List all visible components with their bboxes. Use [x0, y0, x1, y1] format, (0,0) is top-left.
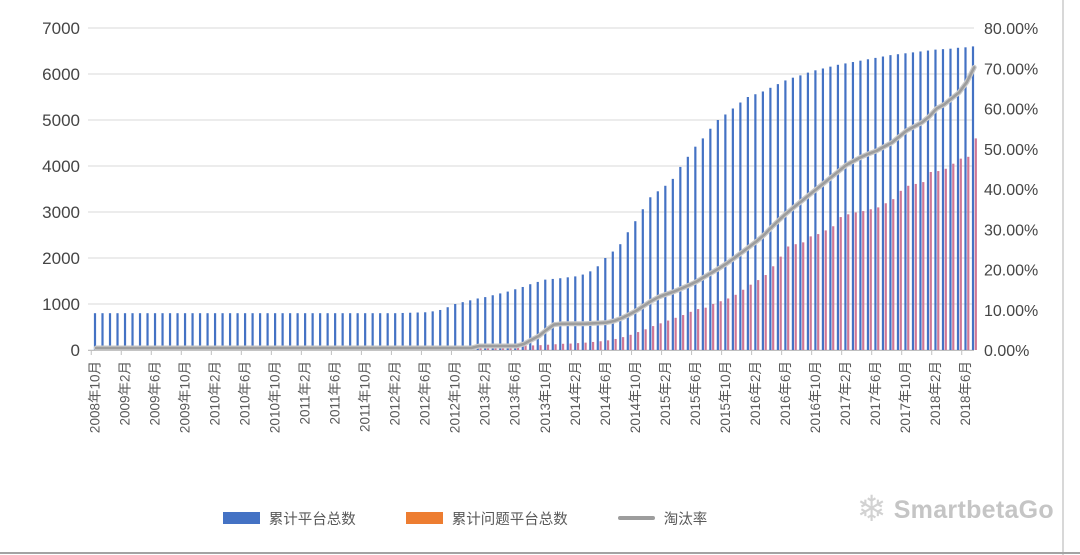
- legend-swatch-elimination-rate: [617, 516, 655, 520]
- x-axis-tick-label: 2014年2月: [568, 361, 583, 426]
- left-axis-tick-label: 1000: [42, 295, 80, 314]
- legend-label-platform-total: 累计平台总数: [268, 511, 356, 528]
- legend-label-problem-total: 累计问题平台总数: [451, 511, 568, 528]
- watermark-text: SmartbetaGo: [893, 495, 1054, 524]
- bars-problem-total: [411, 138, 977, 350]
- legend-item-problem-total: 累计问题平台总数: [405, 508, 568, 529]
- x-axis-tick-label: 2011年10月: [358, 361, 373, 432]
- gridlines: [88, 27, 974, 351]
- x-axis-tick-label: 2017年2月: [838, 361, 853, 426]
- right-axis-tick-label: 40.00%: [984, 182, 1038, 199]
- bars-platform-total: [93, 46, 975, 351]
- x-axis-ticks: [90, 350, 963, 355]
- watermark: ❄ SmartbetaGo: [857, 492, 1054, 528]
- left-axis-tick-label: 4000: [42, 157, 80, 176]
- right-axis-tick-label: 10.00%: [984, 303, 1038, 320]
- x-axis-tick-label: 2014年6月: [598, 361, 613, 426]
- legend-item-platform-total: 累计平台总数: [222, 508, 356, 529]
- x-axis-tick-label: 2016年2月: [748, 361, 763, 426]
- x-axis-tick-label: 2015年2月: [658, 361, 673, 426]
- legend-swatch-problem-total: [405, 512, 443, 524]
- line-elimination-rate: [93, 64, 977, 351]
- x-axis-tick-label: 2013年2月: [478, 361, 493, 426]
- x-axis-tick-label: 2010年2月: [208, 361, 223, 426]
- x-axis-tick-label: 2015年6月: [688, 361, 703, 426]
- right-axis-tick-label: 30.00%: [984, 222, 1038, 239]
- left-axis-tick-label: 5000: [42, 111, 80, 130]
- x-axis-tick-label: 2011年6月: [328, 361, 343, 425]
- x-axis-labels: 2008年10月 2009年2月 2009年6月 2009年10月 2010年2月 201…: [88, 361, 973, 433]
- right-axis-tick-label: 0.00%: [984, 343, 1029, 360]
- legend-swatch-platform-total: [222, 512, 260, 524]
- x-axis-tick-label: 2017年10月: [898, 361, 913, 433]
- legend-item-elimination-rate: 淘汰率: [617, 508, 708, 529]
- chart-legend: 累计平台总数 累计问题平台总数 淘汰率: [0, 502, 1080, 534]
- x-axis-tick-label: 2009年2月: [118, 361, 133, 426]
- left-axis-tick-label: 6000: [42, 65, 80, 84]
- x-axis-tick-label: 2018年6月: [958, 361, 973, 426]
- left-axis-tick-label: 0: [71, 341, 80, 360]
- x-axis-tick-label: 2012年2月: [388, 361, 403, 426]
- x-axis-tick-label: 2012年6月: [418, 361, 433, 426]
- legend-label-elimination-rate: 淘汰率: [663, 511, 708, 528]
- x-axis-tick-label: 2009年6月: [148, 361, 163, 426]
- frame-right-border: [1062, 0, 1064, 555]
- x-axis-tick-label: 2010年10月: [268, 361, 283, 433]
- x-axis-tick-label: 2017年6月: [868, 361, 883, 426]
- left-axis-tick-label: 7000: [42, 19, 80, 38]
- frame-bottom-border: [0, 552, 1080, 554]
- x-axis-tick-label: 2015年10月: [718, 361, 733, 433]
- x-axis-tick-label: 2010年6月: [238, 361, 253, 426]
- right-axis-tick-label: 60.00%: [984, 102, 1038, 119]
- right-axis-tick-label: 80.00%: [984, 21, 1038, 38]
- x-axis-tick-label: 2011年2月: [298, 361, 313, 425]
- x-axis-tick-label: 2016年6月: [778, 361, 793, 426]
- right-axis-tick-label: 70.00%: [984, 61, 1038, 78]
- x-axis-tick-label: 2013年6月: [508, 361, 523, 426]
- x-axis-tick-label: 2008年10月: [88, 361, 103, 433]
- x-axis-tick-label: 2018年2月: [928, 361, 943, 426]
- right-axis-tick-label: 20.00%: [984, 263, 1038, 280]
- snowflake-icon: ❄: [856, 489, 887, 530]
- x-axis-tick-label: 2014年10月: [628, 361, 643, 433]
- right-axis-tick-label: 50.00%: [984, 142, 1038, 159]
- x-axis-tick-label: 2012年10月: [448, 361, 463, 433]
- left-axis-tick-label: 2000: [42, 249, 80, 268]
- left-axis-tick-label: 3000: [42, 203, 80, 222]
- x-axis-tick-label: 2016年10月: [808, 361, 823, 433]
- axis-labels: 0 1000 2000 3000 4000 5000 6000 7000 0.00% 10.00%…: [42, 19, 1038, 360]
- x-axis-tick-label: 2009年10月: [178, 361, 193, 433]
- x-axis-tick-label: 2013年10月: [538, 361, 553, 433]
